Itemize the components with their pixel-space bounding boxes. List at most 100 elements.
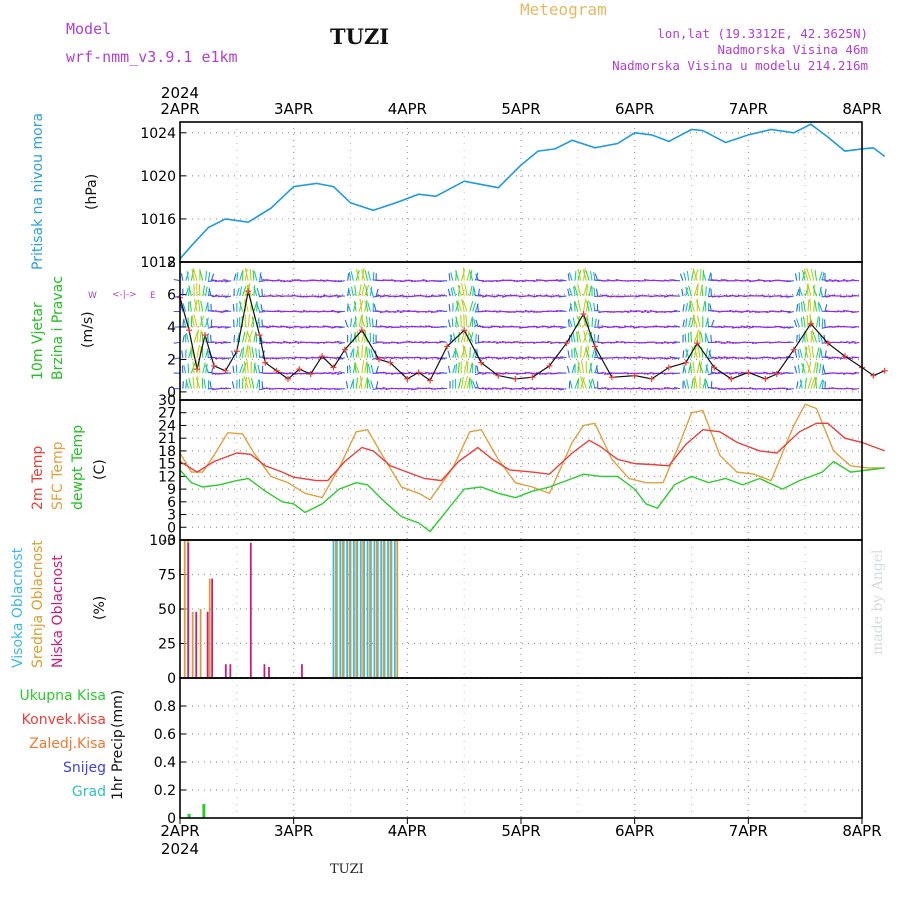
wind-arrow — [807, 299, 810, 312]
wind-arrow — [697, 345, 701, 358]
wind-arrow — [683, 364, 687, 374]
wind-arrow — [251, 347, 255, 358]
wind-arrow — [474, 333, 477, 343]
wind-arrow — [243, 376, 249, 389]
wind-arrow — [425, 295, 431, 298]
wind-arrow — [354, 285, 357, 297]
wind-arrow — [828, 387, 834, 390]
x-tick-label-bottom: 8APR — [842, 822, 881, 840]
wind-arrow — [247, 329, 254, 343]
wind-ylabel: 10m Vjetar — [30, 302, 46, 380]
wind-arrow — [457, 284, 462, 297]
wind-arrow — [686, 271, 690, 281]
wind-arrow — [558, 388, 564, 390]
y-tick-label: 0.8 — [154, 699, 176, 715]
wind-arrow — [573, 301, 576, 312]
wind-arrow — [481, 372, 488, 375]
wind-arrow — [262, 325, 269, 328]
wind-arrow — [717, 341, 723, 343]
precip-bar — [187, 813, 191, 818]
wind-arrow — [708, 287, 711, 297]
wind-arrow — [799, 348, 803, 358]
wind-arrow — [802, 316, 806, 328]
y-tick-label: 6 — [167, 287, 176, 303]
wind-arrow — [192, 361, 195, 374]
wind-arrow — [370, 380, 374, 389]
model-name: wrf-nmm_v3.9.1 e1km — [66, 48, 238, 66]
y-tick-label: 25 — [158, 637, 176, 653]
wind-arrow — [207, 294, 215, 297]
wind-arrow — [373, 304, 377, 312]
wind-arrow — [550, 356, 556, 359]
wind-arrow — [239, 271, 243, 281]
wind-arrow — [582, 315, 587, 328]
wind-arrow — [440, 340, 448, 343]
wind-arrow — [604, 372, 610, 375]
wind-arrow — [210, 273, 215, 281]
wind-arrow — [248, 345, 252, 358]
wind-arrow — [302, 372, 308, 375]
y-tick-label: 15 — [158, 457, 176, 473]
wind-arrow — [354, 361, 360, 374]
wind-arrow — [350, 271, 354, 281]
y-tick-label: 6 — [167, 495, 176, 511]
wind-arrow — [541, 279, 547, 282]
wind-arrow — [813, 361, 817, 374]
wind-arrow — [277, 279, 283, 282]
panel-frame — [179, 261, 863, 401]
wind-arrow — [350, 286, 354, 297]
wind-arrow — [252, 269, 255, 281]
wind-arrow — [203, 379, 207, 389]
wind-arrow — [601, 371, 607, 374]
wind-arrow — [504, 357, 510, 360]
wind-arrow — [199, 330, 202, 343]
wind-arrow — [854, 341, 860, 345]
wind-arrow — [567, 288, 570, 297]
wind-arrow — [685, 379, 690, 389]
wind-arrow — [702, 300, 706, 312]
wind-arrow — [484, 388, 490, 390]
wind-arrow — [205, 270, 208, 281]
wind-arrow — [457, 362, 460, 374]
wind-arrow — [231, 381, 235, 389]
wind-arrow — [794, 273, 798, 281]
wind-arrow — [588, 285, 592, 297]
wind-arrow — [679, 273, 684, 281]
wind-arrow — [196, 344, 200, 358]
wind-arrow — [672, 341, 678, 345]
wind-arrow — [239, 301, 242, 312]
y-tick-label: 12 — [158, 469, 176, 485]
wind-arrow — [239, 286, 243, 297]
wind-arrow — [399, 310, 405, 314]
wind-arrow — [457, 331, 460, 343]
wind-arrow — [233, 273, 237, 281]
wind-arrow — [729, 341, 735, 344]
wind-arrow — [806, 284, 809, 297]
wind-arrow — [425, 310, 431, 313]
wind-arrow — [241, 362, 247, 374]
wind-arrow — [195, 377, 201, 389]
wind-arrow — [799, 379, 803, 389]
wind-arrow — [448, 304, 451, 312]
wind-arrow — [396, 309, 402, 313]
wind-arrow — [796, 334, 798, 343]
wind-arrow — [726, 340, 732, 343]
wind-arrow — [815, 316, 820, 328]
wind-arrow — [440, 325, 448, 328]
wind-arrow — [436, 309, 442, 313]
wind-arrow — [806, 268, 812, 281]
wind-arrow — [440, 387, 448, 390]
wind-arrow — [589, 363, 593, 374]
wind-arrow — [663, 341, 669, 343]
wind-arrow — [804, 347, 808, 358]
wind-arrow — [824, 350, 827, 358]
x-tick-label-bottom: 3APR — [274, 822, 313, 840]
wind-arrow — [338, 341, 345, 345]
dewpoint-line — [179, 460, 885, 533]
wind-arrow — [244, 345, 248, 358]
wind-arrow — [734, 295, 740, 298]
wind-arrow — [338, 388, 345, 390]
wind-arrow — [460, 376, 464, 389]
wind-arrow — [476, 365, 479, 374]
wind-arrow — [338, 326, 345, 329]
